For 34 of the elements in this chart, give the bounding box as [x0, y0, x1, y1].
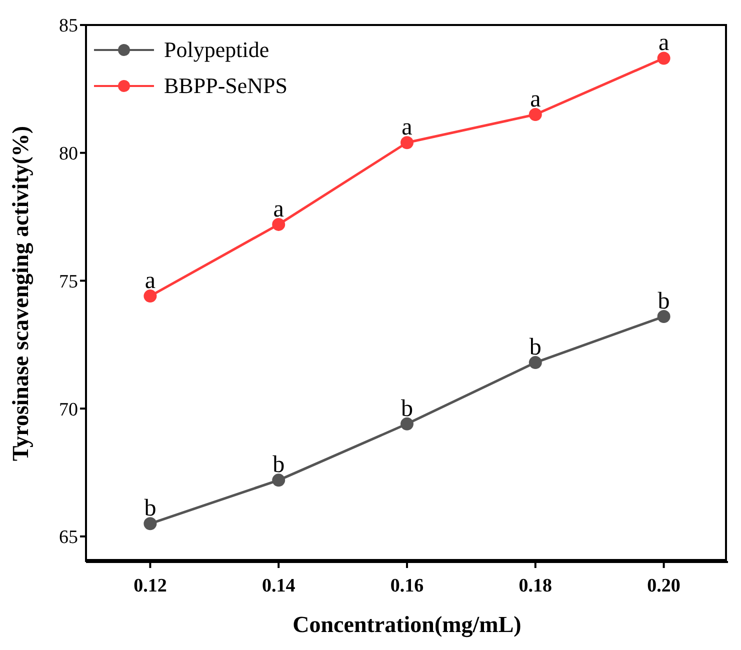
point [400, 417, 414, 430]
x-tick-label: 0.20 [647, 575, 680, 596]
point [657, 310, 670, 324]
x-tick-label: 0.18 [518, 575, 552, 596]
point [528, 356, 542, 370]
x-tick-label: 0.14 [262, 575, 296, 596]
y-tick-label: 75 [59, 271, 78, 292]
annotation: b [529, 334, 542, 361]
annotation: a [402, 114, 413, 141]
legend-label: Polypeptide [164, 36, 270, 64]
point [657, 52, 670, 65]
annotation: a [273, 196, 284, 222]
y-tick-label: 80 [59, 144, 78, 165]
annotation: b [272, 452, 285, 478]
x-tick-label: 0.16 [390, 575, 424, 596]
annotation: a [658, 30, 670, 56]
annotation: a [530, 86, 542, 112]
y-tick-label: 70 [59, 399, 78, 420]
annotation: b [144, 496, 156, 522]
point [528, 108, 542, 121]
annotation: b [658, 288, 670, 315]
legend-label: BBPP-SeNPS [164, 72, 288, 100]
y-tick-label: 85 [59, 16, 78, 37]
x-tick-label: 0.12 [134, 575, 167, 596]
point [272, 474, 286, 487]
point [272, 218, 286, 231]
x-axis-title: Concentration(mg/mL) [292, 612, 522, 638]
y-tick-label: 65 [59, 527, 78, 548]
point [144, 290, 157, 303]
annotation: a [144, 268, 156, 294]
point [400, 136, 414, 150]
y-axis-title: Tyrosinase scavenging activity(%) [8, 126, 34, 462]
annotation: b [401, 396, 413, 422]
point [144, 517, 157, 530]
